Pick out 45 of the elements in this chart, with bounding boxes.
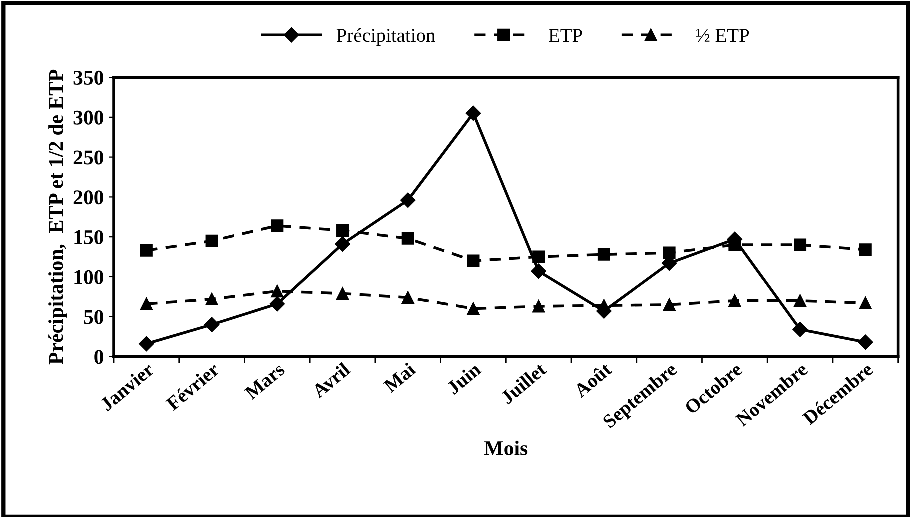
point [140,298,153,310]
y-tick-label: 350 [74,70,104,85]
legend-label: ETP [549,29,582,42]
y-tick-label: 100 [74,270,104,284]
point [858,334,874,350]
point [336,224,350,237]
point [402,291,414,304]
point [140,244,153,257]
point [271,285,284,298]
point [532,300,546,313]
point [270,296,285,312]
x-tick-label: Mai [382,362,417,394]
point [467,302,480,316]
point [598,248,610,261]
x-tick-label: Juin [446,362,482,396]
point [467,254,480,268]
point [663,298,676,312]
point [466,106,482,122]
point [794,238,807,252]
point [335,236,350,252]
y-tick-label: 0 [94,350,104,364]
point [792,322,808,338]
legend-label: Précipitation [336,28,436,46]
point [336,287,350,300]
point [728,294,742,308]
point [400,192,416,208]
point [859,297,872,310]
point [402,232,414,245]
y-tick-label: 50 [84,310,104,324]
y-tick-label: 250 [74,150,104,165]
point [206,234,218,248]
point [663,246,676,260]
y-tick-label: 200 [74,190,104,205]
point [206,293,218,306]
x-axis-title: Mois [484,440,528,456]
point [204,317,220,332]
point [271,220,284,232]
legend-label: ½ ETP [696,29,750,42]
y-tick-label: 150 [74,230,104,245]
point [794,294,807,308]
y-tick-label: 300 [74,110,104,125]
point [139,336,154,352]
point [531,264,546,279]
y-axis-title: Précipitation, ETP et 1/2 de ETP [48,70,68,365]
point [859,244,872,256]
